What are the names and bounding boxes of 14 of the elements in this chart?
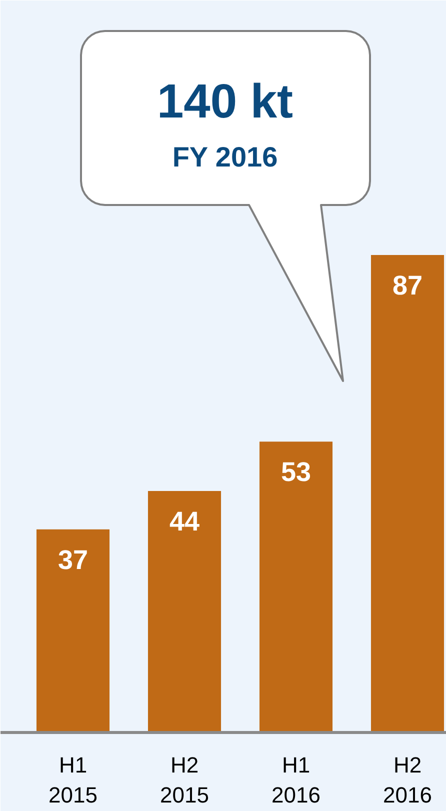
text: FY 2016 <box>172 141 278 172</box>
data-label: 44 <box>169 506 200 537</box>
data-label: 53 <box>280 457 312 488</box>
bar <box>148 491 222 732</box>
bar <box>259 442 333 732</box>
bar <box>36 529 110 732</box>
x-tick-label: H2 2016 <box>383 752 432 808</box>
x-tick-label: H2 2015 <box>160 752 209 808</box>
x-tick-label: H1 2015 <box>48 752 98 808</box>
x-tick-label: H1 2016 <box>272 752 320 808</box>
bar <box>370 255 444 732</box>
data-label: 37 <box>58 544 88 575</box>
data-label: 87 <box>392 270 423 301</box>
text: 140 kt <box>156 76 294 129</box>
